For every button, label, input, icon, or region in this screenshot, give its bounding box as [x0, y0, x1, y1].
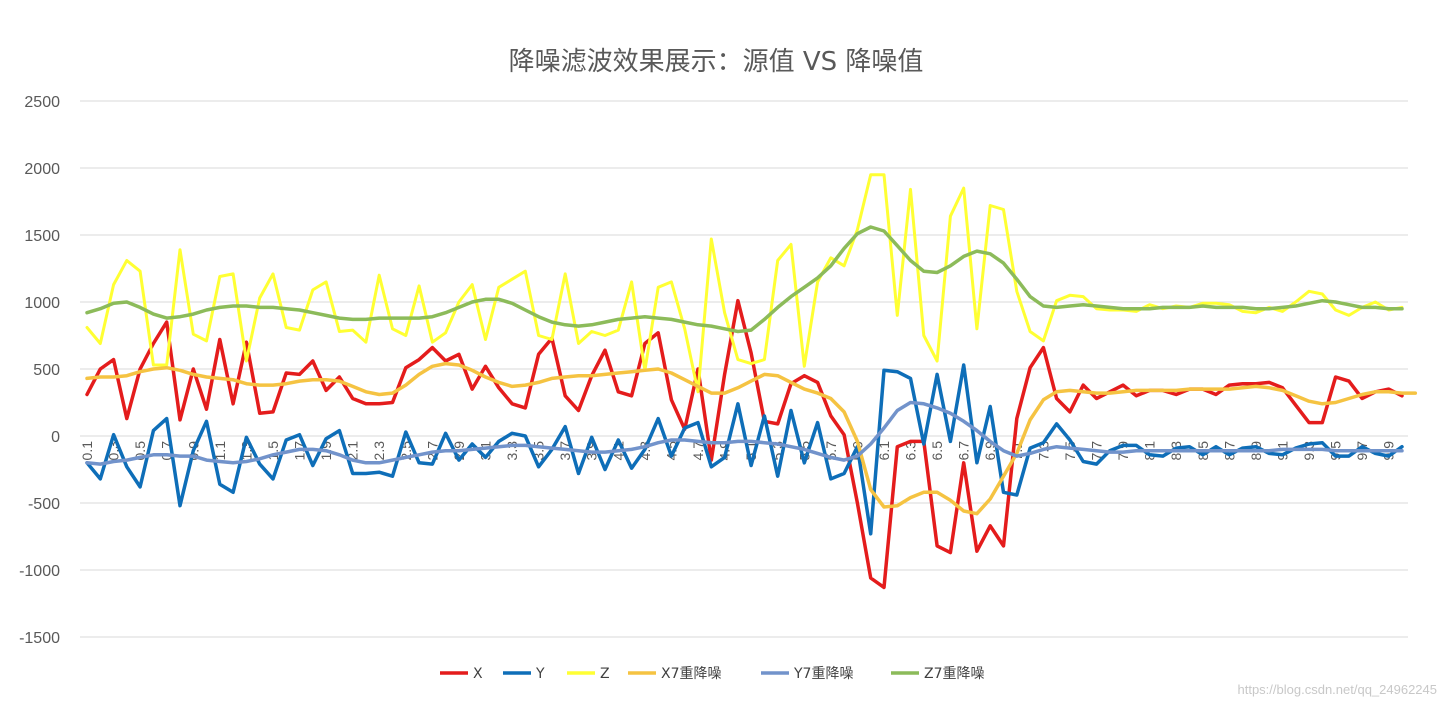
x-tick-label: 2.3 [371, 441, 387, 461]
x-tick-label: 6.1 [876, 441, 892, 461]
y-axis-ticks: 2500 2000 1500 1000 500 0 -500 -1000 -1500 [19, 94, 60, 647]
x-tick-label: 6.7 [956, 441, 972, 461]
series-line-4 [85, 400, 1404, 466]
y-tick-label: -500 [28, 496, 60, 513]
y-tick-label: -1000 [19, 563, 60, 580]
legend-label: Z [600, 666, 610, 682]
legend-label: Y [535, 666, 545, 682]
legend: X Y Z X7重降噪 Y7重降噪 Z7重降噪 [440, 666, 985, 682]
legend-label: Z7重降噪 [924, 666, 985, 682]
x-tick-label: 6.3 [903, 441, 919, 461]
watermark: https://blog.csdn.net/qq_24962245 [1238, 682, 1438, 697]
x-tick-label: 4.7 [690, 441, 706, 461]
y-tick-label: 1000 [24, 295, 60, 312]
series-line-3 [85, 361, 1418, 516]
y-tick-label: 2500 [24, 94, 60, 111]
x-tick-label: 6.5 [929, 441, 945, 461]
x-tick-label: 1.1 [212, 441, 228, 461]
y-tick-label: 500 [33, 362, 60, 379]
series-lines [85, 173, 1418, 590]
series-line-2 [85, 173, 1404, 394]
legend-label: X7重降噪 [661, 666, 722, 682]
series-line-0 [85, 298, 1404, 590]
y-tick-label: 2000 [24, 161, 60, 178]
legend-label: X [473, 666, 483, 682]
y-tick-label: 1500 [24, 228, 60, 245]
chart-title: 降噪滤波效果展示：源值 VS 降噪值 [509, 47, 924, 77]
y-tick-label: -1500 [19, 630, 60, 647]
legend-label: Y7重降噪 [793, 666, 853, 682]
series-line-5 [85, 225, 1404, 334]
x-tick-label: 0.1 [79, 441, 95, 461]
y-tick-label: 0 [51, 429, 60, 446]
grid [80, 100, 1408, 638]
